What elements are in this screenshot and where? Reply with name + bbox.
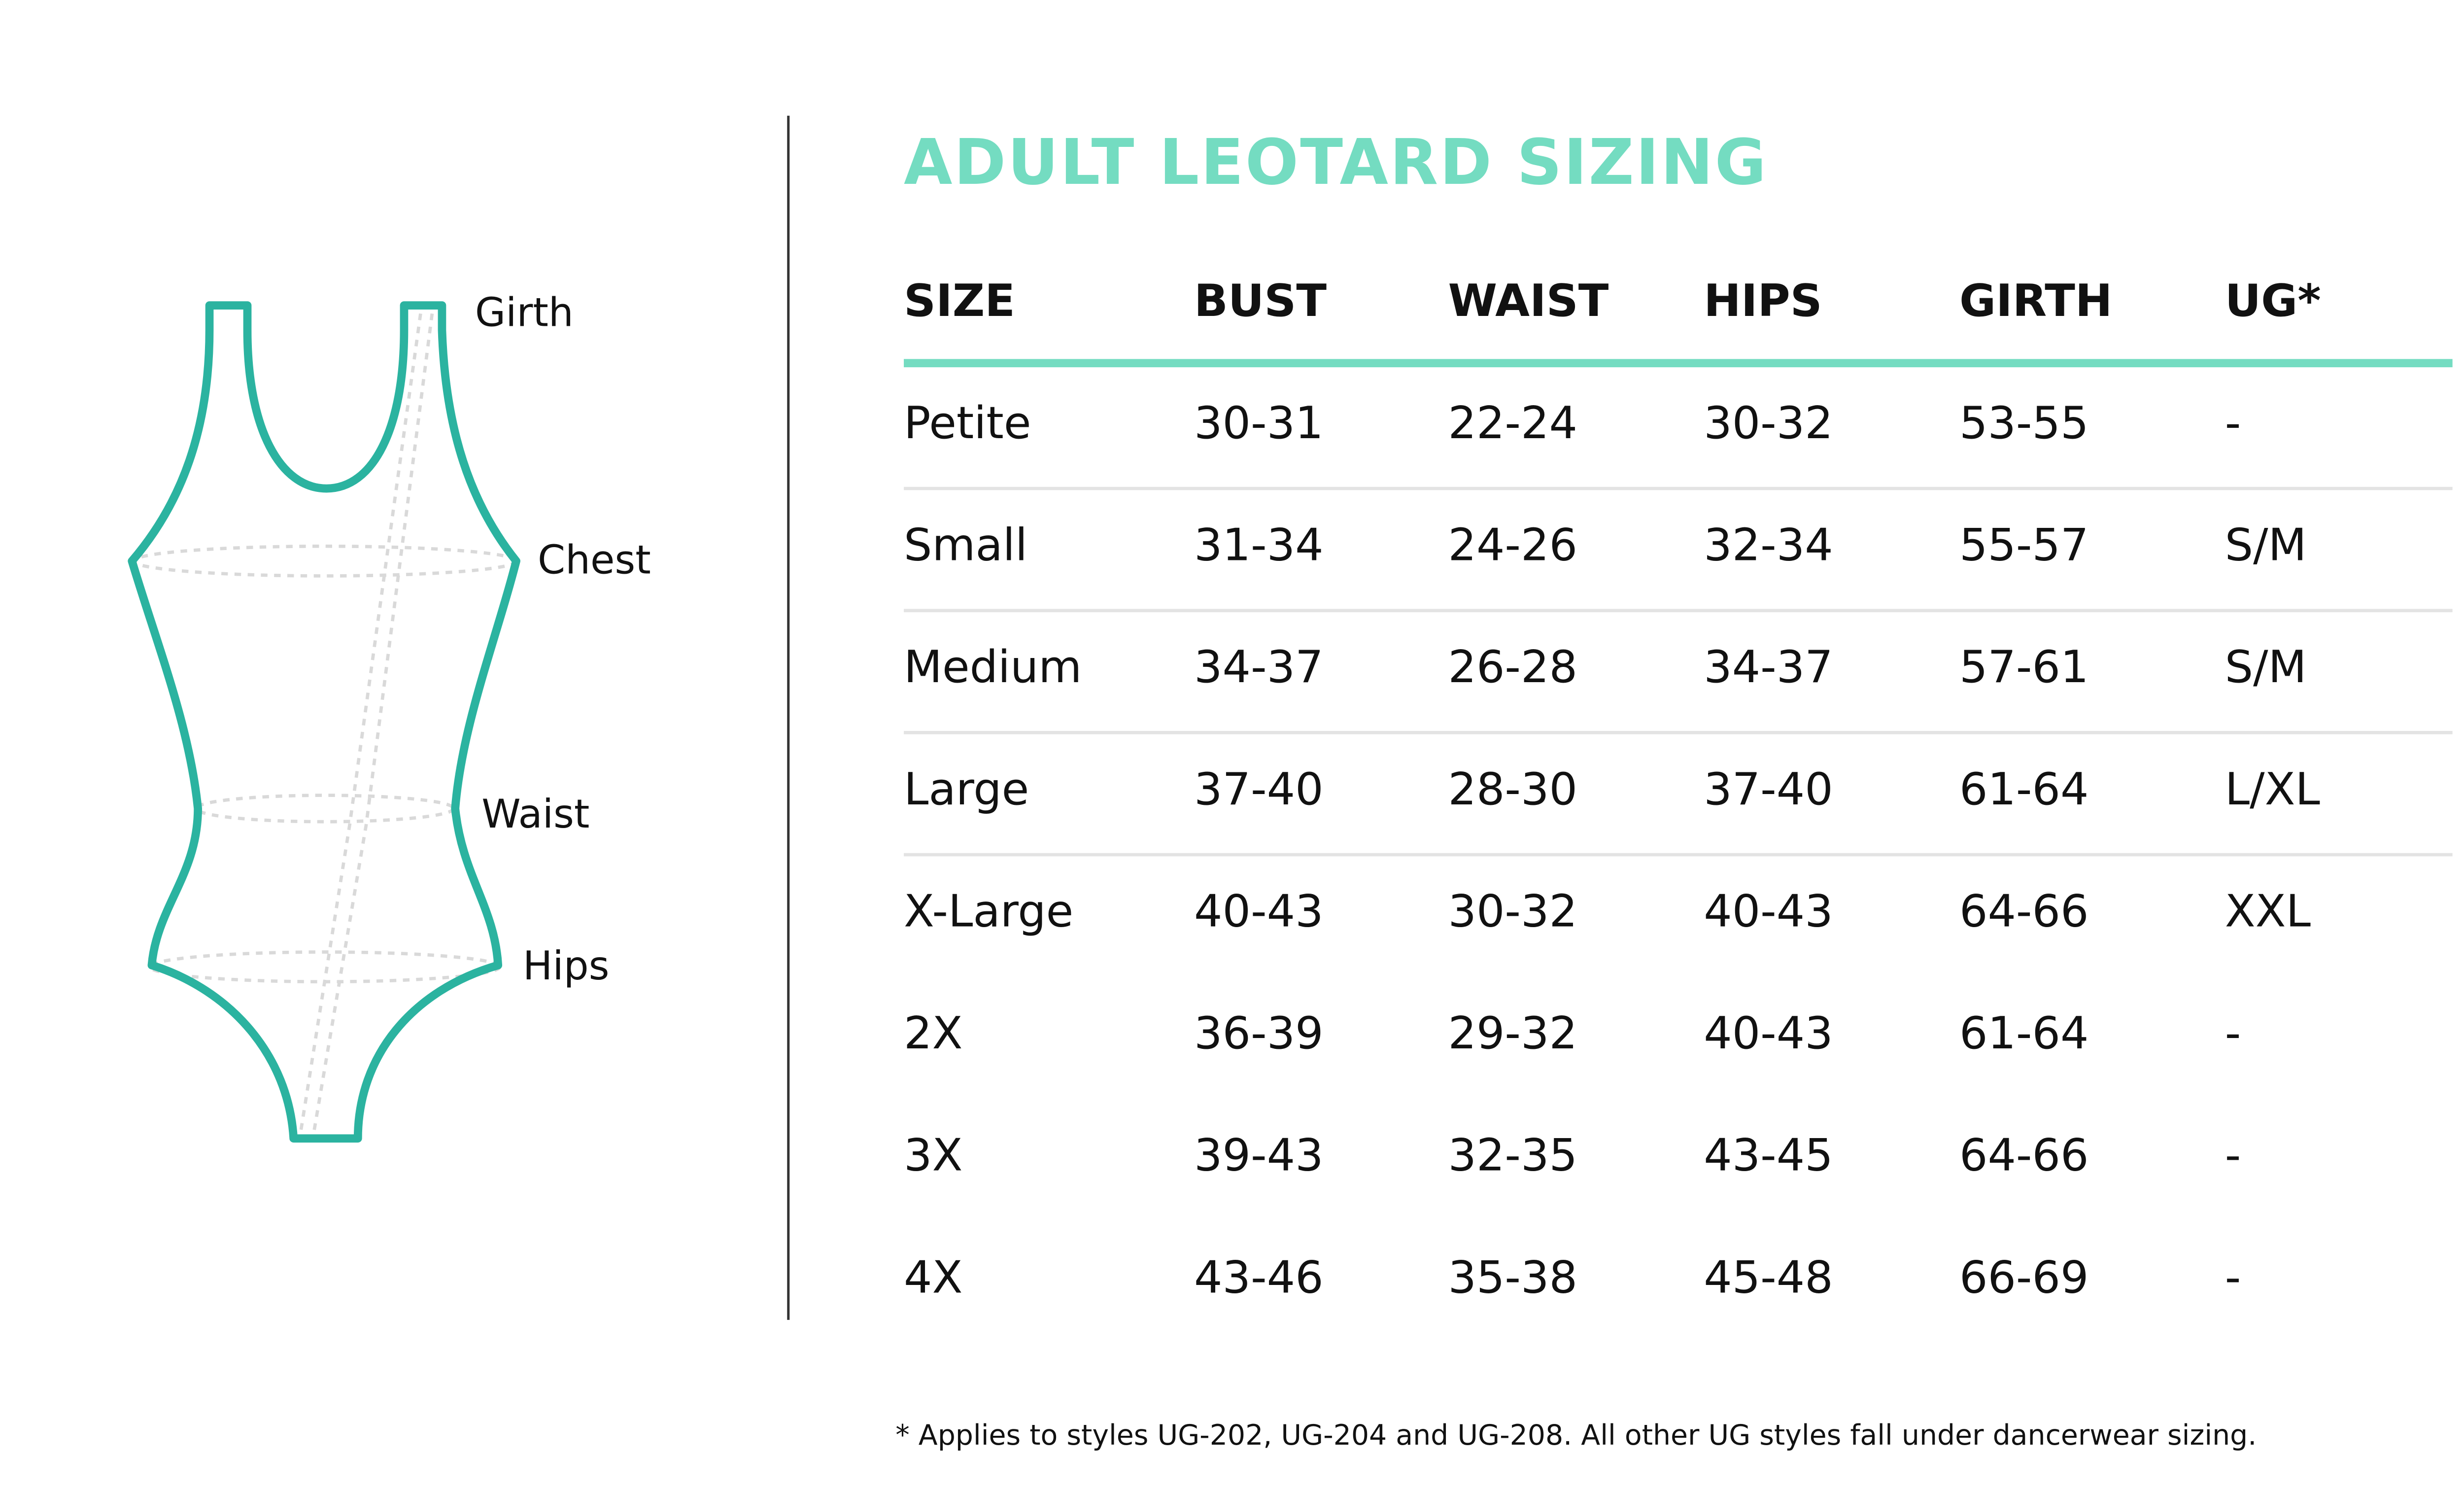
table-cell: 64-66 [1959, 885, 2089, 937]
table-cell: 66-69 [1959, 1251, 2089, 1303]
diagram-label: Hips [523, 942, 610, 989]
table-cell: 37-40 [1704, 763, 1833, 815]
table-cell: 61-64 [1959, 763, 2089, 815]
size-table: SIZE BUST WAIST HIPS GIRTH UG* Petite 30-31 22-2… [904, 275, 2453, 1303]
table-cell: 43-46 [1194, 1251, 1324, 1303]
table-cell: 39-43 [1194, 1130, 1324, 1181]
table-cell: 55-57 [1959, 519, 2089, 571]
table-cell: Petite [904, 397, 1031, 449]
girth-guide [311, 313, 434, 1136]
table-cell: 40-43 [1194, 885, 1324, 937]
table-cell: 28-30 [1448, 763, 1577, 815]
table-cell: 35-38 [1448, 1251, 1577, 1303]
table-cell: - [2225, 397, 2241, 449]
table-cell: 34-37 [1194, 641, 1324, 693]
table-cell: XXL [2225, 885, 2311, 937]
table-cell: 57-61 [1959, 641, 2089, 693]
diagram-label: Girth [475, 289, 574, 336]
diagram-label: Chest [538, 537, 651, 583]
table-cell: 30-32 [1704, 397, 1833, 449]
table-cell: Large [904, 763, 1029, 815]
table-cell: 29-32 [1448, 1007, 1577, 1059]
table-cell: 4X [904, 1251, 962, 1303]
table-cell: 43-45 [1704, 1130, 1833, 1181]
table-cell: 32-35 [1448, 1130, 1577, 1181]
table-cell: 3X [904, 1130, 962, 1181]
table-cell: 61-64 [1959, 1007, 2089, 1059]
table-cell: 30-31 [1194, 397, 1324, 449]
table-cell: S/M [2225, 641, 2307, 693]
table-cell: 40-43 [1704, 1007, 1833, 1059]
table-cell: 22-24 [1448, 397, 1577, 449]
diagram-label: Waist [481, 791, 589, 837]
table-cell: X-Large [904, 885, 1073, 937]
footnote: * Applies to styles UG-202, UG-204 and U… [895, 1419, 2257, 1452]
table-cell: L/XL [2225, 763, 2320, 815]
table-cell: Small [904, 519, 1027, 571]
table-cell: S/M [2225, 519, 2307, 571]
table-cell: Medium [904, 641, 1082, 693]
table-cell: 32-34 [1704, 519, 1833, 571]
girth-guide [298, 313, 422, 1136]
leotard-diagram: Girth Chest Waist Hips [128, 289, 651, 1143]
column-header: UG* [2225, 275, 2321, 327]
column-header: WAIST [1448, 275, 1608, 327]
hips-guide [148, 950, 502, 984]
table-cell: 36-39 [1194, 1007, 1324, 1059]
table-cell: 40-43 [1704, 885, 1833, 937]
leotard-outline [128, 301, 520, 1143]
title: ADULT LEOTARD SIZING [904, 126, 1768, 199]
table-cell: - [2225, 1130, 2241, 1181]
table-cell: 30-32 [1448, 885, 1577, 937]
column-header: SIZE [904, 275, 1015, 327]
column-header: BUST [1194, 275, 1327, 327]
table-cell: 64-66 [1959, 1130, 2089, 1181]
table-cell: 45-48 [1704, 1251, 1833, 1303]
table-cell: - [2225, 1251, 2241, 1303]
table-cell: - [2225, 1007, 2241, 1059]
table-cell: 24-26 [1448, 519, 1577, 571]
column-header: GIRTH [1959, 275, 2113, 327]
column-header: HIPS [1704, 275, 1822, 327]
table-cell: 53-55 [1959, 397, 2089, 449]
waist-guide [194, 794, 455, 824]
table-cell: 31-34 [1194, 519, 1324, 571]
table-cell: 37-40 [1194, 763, 1324, 815]
table-cell: 26-28 [1448, 641, 1577, 693]
table-cell: 34-37 [1704, 641, 1833, 693]
table-cell: 2X [904, 1007, 962, 1059]
chest-guide [132, 544, 518, 578]
